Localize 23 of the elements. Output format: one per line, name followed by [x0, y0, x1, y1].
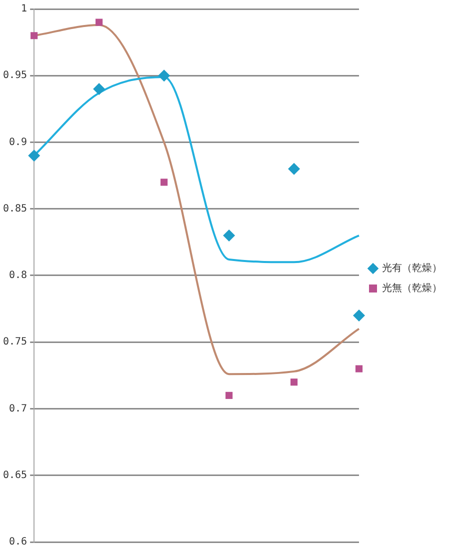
point [28, 150, 40, 162]
point [290, 378, 298, 386]
legend-label: 光無（乾燥） [382, 282, 442, 294]
point [353, 309, 365, 322]
y-tick-label: 0.65 [2, 470, 28, 481]
legend-label: 光有（乾燥） [382, 262, 442, 274]
point [93, 82, 106, 95]
point [96, 18, 103, 26]
point [288, 162, 300, 175]
y-tick-label: 1 [21, 4, 28, 15]
y-tick-label: 0.85 [2, 203, 28, 214]
point [160, 178, 168, 186]
y-tick-label: 0.75 [2, 336, 28, 348]
y-tick-label: 0.6 [9, 536, 28, 548]
point [226, 392, 233, 399]
point [30, 32, 38, 40]
y-tick-label: 0.8 [9, 270, 28, 282]
point [223, 230, 236, 242]
y-tick-label: 0.9 [9, 136, 28, 148]
y-tick-label: 0.95 [2, 70, 28, 82]
y-tick-label: 0.7 [9, 403, 28, 414]
point [355, 365, 363, 372]
point [158, 70, 170, 82]
